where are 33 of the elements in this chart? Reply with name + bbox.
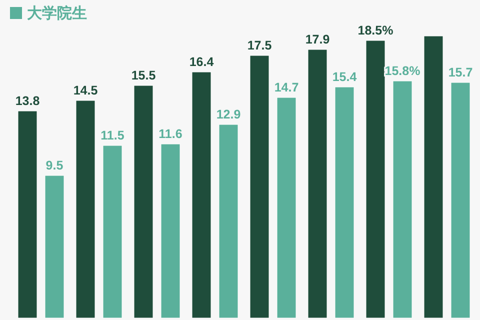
data-label: 14.7 [274,80,299,94]
data-label: 15.5 [131,68,156,82]
data-label: 11.6 [158,127,182,141]
bar [450,82,470,318]
bar [76,100,96,318]
bar [392,80,412,318]
data-label: 17.9 [305,32,330,46]
legend: 大学院生 [10,5,87,22]
bar [424,36,444,318]
data-label: 18.5% [358,24,394,38]
data-label: 12.9 [216,108,241,122]
legend-label: 大学院生 [27,5,87,22]
bar [366,40,386,318]
data-label: 15.4 [332,70,357,84]
bar [192,72,212,318]
bar [308,49,328,318]
bar [44,175,64,318]
data-label: 11.5 [100,128,124,142]
data-label: 17.5 [247,38,272,52]
bar [134,85,154,318]
bar [334,86,354,318]
bar [102,145,122,318]
data-label: 13.8 [15,94,40,108]
bar [250,55,270,318]
data-label: 9.5 [46,158,64,172]
bar [276,97,296,318]
data-label: 14.5 [73,84,98,98]
data-label: 15.8% [384,64,420,78]
data-label: 16.4 [189,55,214,69]
bar [218,124,238,318]
bar [18,110,38,318]
bar [160,144,180,318]
data-label: 15.7 [448,66,473,80]
